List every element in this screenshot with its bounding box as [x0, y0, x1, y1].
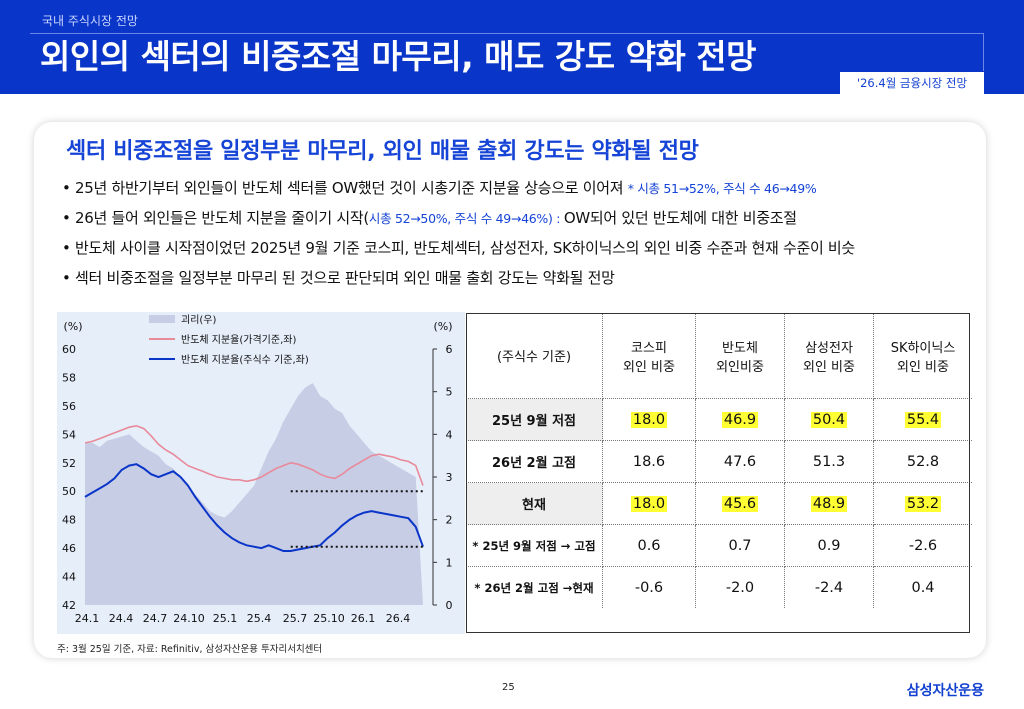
right-tick-label: 2: [446, 514, 453, 527]
page-number: 25: [502, 682, 515, 693]
table-cell: -0.6: [602, 566, 696, 608]
table-cell: 50.4: [784, 398, 874, 441]
table-row: * 26년 2월 고점 →현재 -0.6 -2.0 -2.4 0.4: [466, 566, 972, 608]
header-divider: [30, 33, 984, 34]
footnote: 주: 3월 25일 기준, 자료: Refinitiv, 삼성자산운용 투자리서…: [57, 644, 323, 655]
table-cell: 0.7: [695, 524, 785, 567]
legend-label: 반도체 지분율(가격기준,좌): [181, 333, 296, 346]
left-tick-label: 54: [62, 428, 76, 441]
row-label: 26년 2월 고점: [466, 440, 603, 483]
left-tick-label: 44: [62, 571, 76, 584]
right-tick-label: 3: [446, 471, 453, 484]
table-cell: -2.0: [695, 566, 785, 608]
left-tick-label: 50: [62, 485, 76, 498]
bullet-item: • 반도체 사이클 시작점이었던 2025년 9월 기준 코스피, 반도체섹터,…: [62, 239, 855, 257]
table-cell: 51.3: [784, 440, 874, 483]
section-subtitle: 섹터 비중조절을 일정부분 마무리, 외인 매물 출회 강도는 약화될 전망: [66, 139, 699, 164]
table-cell: 0.9: [784, 524, 874, 567]
bullet-item: • 25년 하반기부터 외인들이 반도체 섹터를 OW했던 것이 시총기준 지분…: [62, 179, 817, 197]
table-cell: -2.4: [784, 566, 874, 608]
x-tick-label: 26.1: [351, 612, 376, 625]
brand-logo-text: 삼성자산운용: [906, 683, 984, 699]
table-cell: -2.6: [873, 524, 972, 567]
bullet-note: * 시총 51→52%, 주식 수 46→49%: [627, 181, 817, 196]
legend-label: 괴리(우): [181, 314, 217, 326]
left-axis-unit: (%): [63, 320, 82, 333]
table-cell: 52.8: [873, 440, 972, 483]
table-row: 25년 9월 저점 18.0 46.9 50.4 55.4: [466, 398, 972, 441]
bullet-list: • 25년 하반기부터 외인들이 반도체 섹터를 OW했던 것이 시총기준 지분…: [62, 177, 982, 297]
x-tick-label: 26.4: [386, 612, 411, 625]
legend-label: 반도체 지분율(주식수 기준,좌): [181, 354, 309, 366]
table-cell: 55.4: [873, 398, 972, 441]
x-tick-label: 24.1: [75, 612, 100, 625]
right-tick-label: 5: [446, 386, 453, 399]
x-tick-label: 25.7: [283, 612, 308, 625]
right-tick-label: 6: [446, 343, 453, 356]
left-tick-label: 52: [62, 457, 76, 470]
table-header-cell: (주식수 기준): [466, 313, 603, 399]
x-tick-label: 25.10: [313, 612, 345, 625]
table-cell: 47.6: [695, 440, 785, 483]
x-tick-label: 25.4: [247, 612, 272, 625]
left-tick-label: 48: [62, 514, 76, 527]
table-cell: 0.4: [911, 579, 935, 596]
breadcrumb: 국내 주식시장 전망: [42, 14, 138, 28]
x-tick-label: 24.4: [109, 612, 134, 625]
left-tick-label: 46: [62, 542, 76, 555]
right-tick-label: 0: [446, 599, 453, 612]
legend-swatch-area: [149, 315, 175, 323]
left-tick-label: 42: [62, 599, 76, 612]
table-cell: 0.6: [602, 524, 696, 567]
table-cell: 53.2: [873, 482, 972, 525]
table-cell: 18.0: [602, 398, 696, 441]
series-line-price: [84, 424, 424, 486]
header-divider-vertical: [983, 33, 984, 71]
table-cell: 45.6: [695, 482, 785, 525]
header-bar: 국내 주식시장 전망 외인의 섹터의 비중조절 마무리, 매도 강도 약화 전망…: [0, 0, 1024, 94]
row-label: * 26년 2월 고점 →현재: [466, 566, 603, 608]
table-header-cell: 삼성전자 외인 비중: [784, 313, 874, 399]
x-tick-label: 24.7: [143, 612, 168, 625]
table-cell: 18.6: [602, 440, 696, 483]
series-line-shares: [84, 463, 424, 552]
row-label: 현재: [466, 482, 603, 525]
right-tick-label: 4: [446, 428, 453, 441]
table-row: * 25년 9월 저점 → 고점 0.6 0.7 0.9 -2.6: [466, 524, 972, 567]
x-tick-label: 24.10: [173, 612, 205, 625]
left-tick-label: 56: [62, 400, 76, 413]
table-header-cell: 코스피 외인 비중: [602, 313, 696, 399]
ownership-table: (주식수 기준) 코스피 외인 비중 반도체 외인비중 삼성전자 외인 비중 SK하이…: [466, 313, 972, 608]
table-header-cell: SK하이닉스 외인 비중: [873, 313, 972, 399]
bullet-note: 시총 52→50%, 주식 수 49→46%) :: [368, 211, 564, 226]
left-tick-label: 58: [62, 371, 76, 384]
row-label: 25년 9월 저점: [466, 398, 603, 441]
bullet-item: • 섹터 비중조절을 일정부분 마무리 된 것으로 판단되며 외인 매물 출회 …: [62, 269, 615, 287]
table-header-row: (주식수 기준) 코스피 외인 비중 반도체 외인비중 삼성전자 외인 비중 SK하이…: [466, 313, 972, 399]
right-axis-unit: (%): [433, 320, 452, 333]
table-cell: 18.0: [602, 482, 696, 525]
report-tag: '26.4월 금융시장 전망: [840, 72, 984, 94]
page-title: 외인의 섹터의 비중조절 마무리, 매도 강도 약화 전망: [40, 37, 757, 76]
table-row: 26년 2월 고점 18.6 47.6 51.3 52.8: [466, 440, 972, 483]
x-tick-label: 25.1: [213, 612, 238, 625]
left-tick-label: 60: [62, 343, 76, 356]
table-row: 현재 18.0 45.6 48.9 53.2: [466, 482, 972, 525]
right-tick-label: 1: [446, 556, 453, 569]
table-header-cell: 반도체 외인비중: [695, 313, 785, 399]
table-cell: 48.9: [784, 482, 874, 525]
bullet-item: • 26년 들어 외인들은 반도체 지분을 줄이기 시작(시총 52→50%, …: [62, 209, 797, 227]
row-label: * 25년 9월 저점 → 고점: [466, 524, 603, 567]
table-cell: 46.9: [695, 398, 785, 441]
area-series-gap: [85, 383, 423, 605]
